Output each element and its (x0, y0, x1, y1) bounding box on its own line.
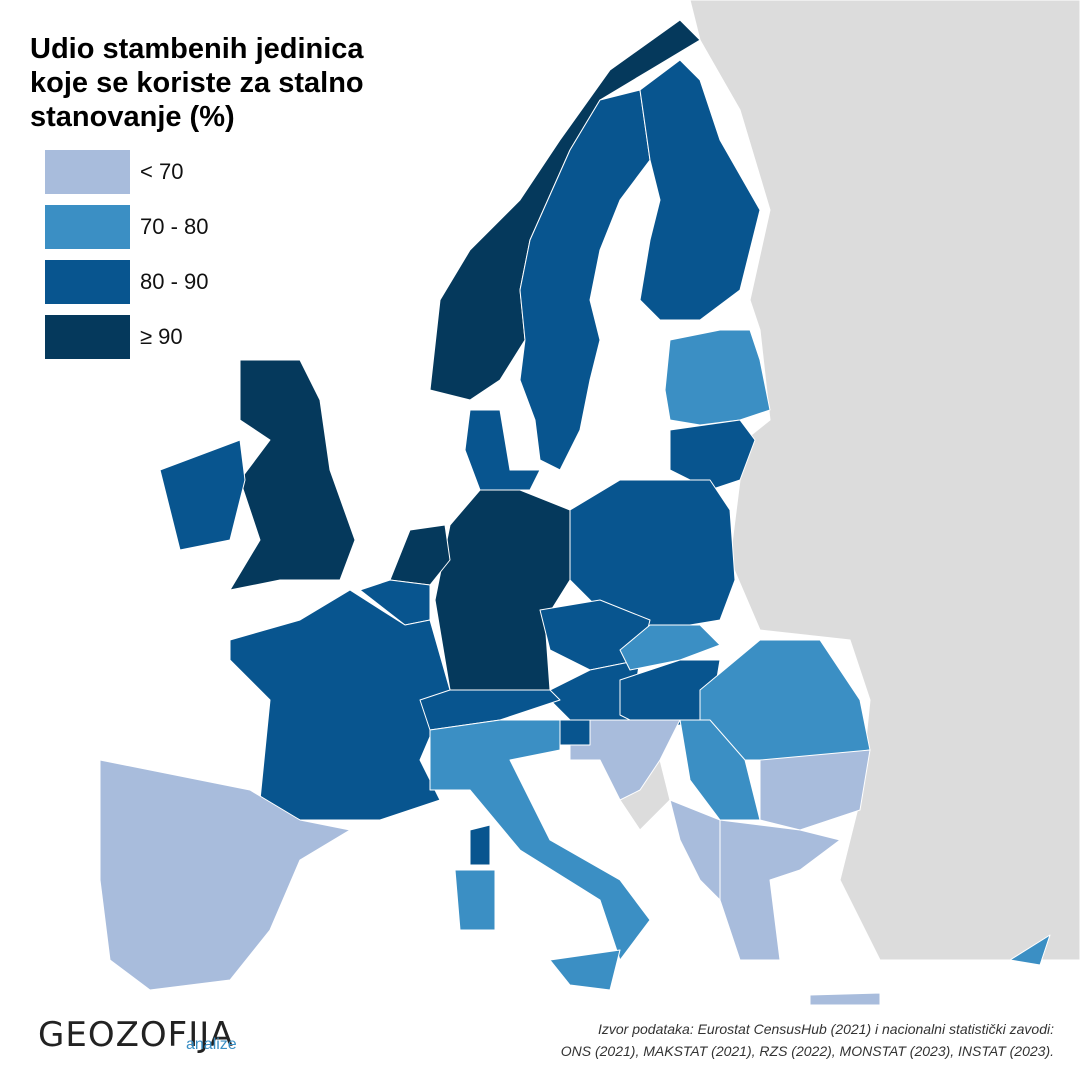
region (469, 824, 491, 866)
source-line: ONS (2021), MAKSTAT (2021), RZS (2022), … (561, 1043, 1054, 1059)
logo-sub: analize (186, 1036, 237, 1053)
region (809, 992, 881, 1006)
region (429, 719, 651, 961)
region (719, 819, 841, 961)
region (679, 719, 761, 821)
source-line: Izvor podataka: Eurostat CensusHub (2021… (598, 1021, 1054, 1037)
region (669, 419, 756, 491)
region (454, 869, 496, 931)
region (99, 759, 351, 991)
legend-swatch (45, 260, 130, 304)
region (1009, 934, 1051, 966)
region (664, 329, 771, 426)
region (569, 719, 681, 801)
title-line: stanovanje (%) (30, 101, 235, 133)
title-line: Udio stambenih jedinica (30, 33, 364, 65)
region (549, 949, 621, 991)
region (619, 624, 721, 671)
region (429, 19, 701, 401)
title-line: koje se koriste za stalno (30, 67, 364, 99)
legend-swatch (45, 150, 130, 194)
legend-label: < 70 (140, 159, 183, 184)
region (639, 59, 761, 321)
legend-label: ≥ 90 (140, 324, 183, 349)
legend-label: 80 - 90 (140, 269, 209, 294)
legend-swatch (45, 205, 130, 249)
logo: GEOZOFIJA (38, 1015, 234, 1055)
legend-swatch (45, 315, 130, 359)
legend: < 70 70 - 80 80 - 90 ≥ 90 (45, 150, 209, 359)
region (669, 799, 721, 901)
region (159, 439, 246, 551)
legend-label: 70 - 80 (140, 214, 209, 239)
region (359, 579, 431, 626)
region (569, 479, 736, 631)
region (759, 749, 871, 831)
source: Izvor podataka: Eurostat CensusHub (2021… (561, 1021, 1054, 1059)
region (519, 89, 651, 471)
region (229, 359, 356, 591)
region (464, 409, 541, 491)
